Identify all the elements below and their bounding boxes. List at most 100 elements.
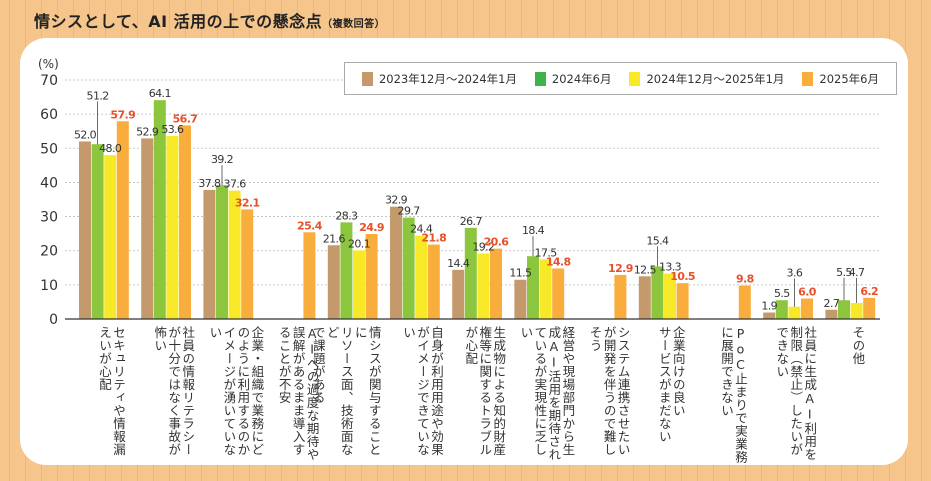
x-tick-label: AIへの過度な期待や 誤解があるまま導入す ることが不安 <box>276 326 320 466</box>
data-label: 6.2 <box>860 285 878 298</box>
data-label: 37.6 <box>224 178 247 191</box>
data-label: 14.4 <box>447 257 470 270</box>
legend-item-1: 2024年6月 <box>534 71 612 87</box>
y-tick-label: 50 <box>40 141 58 157</box>
bar <box>514 279 527 319</box>
x-tick-label: システム連携させたい が開発を伴うので難し そう <box>587 326 631 466</box>
x-tick-label-line: そう <box>587 326 603 352</box>
data-label: 29.7 <box>398 205 421 218</box>
x-tick-label: PoC止まりで実業務 に展開できない <box>719 326 748 466</box>
legend-swatch <box>629 71 641 86</box>
x-tick-label-line: のように利用するのか <box>235 326 251 456</box>
chart-title: 情シスとして、AI 活用の上での懸念点（複数回答） <box>34 8 385 32</box>
legend-item-2: 2024年12月〜2025年1月 <box>629 71 784 87</box>
data-label: 20.6 <box>484 236 510 249</box>
bar <box>452 269 465 319</box>
bar <box>763 312 776 319</box>
data-label: 3.6 <box>787 267 803 280</box>
x-tick-label: 自身が利用用途や効果 がイメージできていない <box>401 326 444 466</box>
x-tick-label-line: 誤解があるまま導入す <box>290 326 306 456</box>
bar <box>79 141 91 319</box>
bar <box>527 256 539 319</box>
bar <box>390 206 402 319</box>
x-tick-label-line: サービスがまだない <box>656 326 672 443</box>
bar <box>327 245 340 319</box>
bar <box>651 266 664 319</box>
y-axis-unit-label: (%) <box>38 57 59 71</box>
data-label: 9.8 <box>736 273 754 286</box>
data-label: 5.5 <box>836 266 852 279</box>
data-label: 1.9 <box>761 300 777 313</box>
legend-item-0: 2023年12月〜2024年1月 <box>361 71 517 87</box>
data-label: 6.0 <box>798 286 817 299</box>
x-tick-label-line: 制限（禁止）したいが <box>788 326 804 456</box>
x-tick-label: 経営や現場部門から生 成AI活用を期待され ているが実現性に乏しい <box>518 326 575 466</box>
data-label: 39.2 <box>211 153 233 166</box>
bar <box>353 250 365 319</box>
x-tick-label-line: システム連携させたい <box>615 326 631 456</box>
bar <box>216 185 228 319</box>
x-tick-label-line: 社員の情報リテラシー <box>180 326 196 456</box>
data-label: 21.6 <box>323 232 346 245</box>
x-tick-label-line: 情シスが関与することに <box>352 326 382 456</box>
bar <box>303 232 316 319</box>
data-label: 12.5 <box>634 263 657 276</box>
bar <box>241 209 254 319</box>
bar <box>801 298 813 319</box>
bar <box>638 276 651 319</box>
data-label: 5.5 <box>774 287 790 300</box>
x-tick-label-line: 自身が利用用途や効果 <box>429 326 444 456</box>
x-tick-label: 情シスが関与することに リソース面、技術面など で課題がある <box>311 326 382 466</box>
x-tick-label: 生成物による知的財産 権等に関するトラブル が心配 <box>463 326 507 466</box>
bar <box>775 300 788 319</box>
bar <box>614 274 627 319</box>
data-label: 20.1 <box>348 237 370 250</box>
x-tick-label-line: イメージが湧いていな <box>221 326 237 456</box>
bar <box>552 268 565 319</box>
x-tick-label-line: えいが心配 <box>97 326 112 391</box>
bar <box>415 235 428 319</box>
bar <box>228 190 241 319</box>
x-tick-label-line: 生成物による知的財産 <box>491 326 507 456</box>
x-tick-label-line: その他 <box>850 326 866 365</box>
bar <box>427 244 440 319</box>
data-label: 52.0 <box>74 128 97 141</box>
bar <box>464 227 477 319</box>
data-label: 21.8 <box>421 232 446 245</box>
x-tick-label-line: い <box>518 326 534 339</box>
x-tick-label-line: い <box>401 326 416 339</box>
bar <box>664 273 676 319</box>
x-tick-label-line: がイメージできていな <box>415 326 430 456</box>
x-tick-label-line: 社員に生成AI利用を <box>802 326 818 461</box>
title-main: 情シスとして、AI 活用の上での懸念点 <box>34 12 323 31</box>
data-label: 32.1 <box>235 196 260 209</box>
x-tick-label: 社員に生成AI利用を 制限（禁止）したいが できない <box>774 326 818 466</box>
data-label: 18.4 <box>522 224 545 237</box>
x-tick-label-line: リソース面、技術面など <box>324 326 354 456</box>
x-tick-label-line: が開発を伴うので難し <box>601 326 617 456</box>
bar <box>179 125 191 319</box>
bar <box>104 155 117 319</box>
x-tick-label: その他 <box>850 326 866 466</box>
bar <box>91 144 104 319</box>
data-label: 24.9 <box>359 221 384 234</box>
x-tick-label: 企業向けの良い サービスがまだない <box>656 326 686 466</box>
bar <box>365 233 378 319</box>
x-tick-label-line: ることが不安 <box>276 326 292 404</box>
x-tick-label: セキュリティや情報漏 えいが心配 <box>97 326 126 466</box>
bar <box>141 138 154 319</box>
legend-swatch <box>361 71 373 86</box>
data-label: 13.3 <box>659 261 682 274</box>
x-tick-label-line: に展開できない <box>719 326 734 417</box>
data-label: 32.9 <box>385 194 408 207</box>
bar <box>825 309 838 319</box>
data-label: 51.2 <box>87 89 109 102</box>
legend-swatch <box>534 71 546 86</box>
data-label: 2.7 <box>824 297 840 310</box>
data-label: 28.3 <box>335 209 358 222</box>
bar <box>738 285 751 319</box>
x-tick-label-line: 企業・組織で業務にど <box>249 326 265 456</box>
bar <box>166 135 179 319</box>
y-tick-label: 20 <box>40 244 58 260</box>
bar <box>402 217 415 319</box>
